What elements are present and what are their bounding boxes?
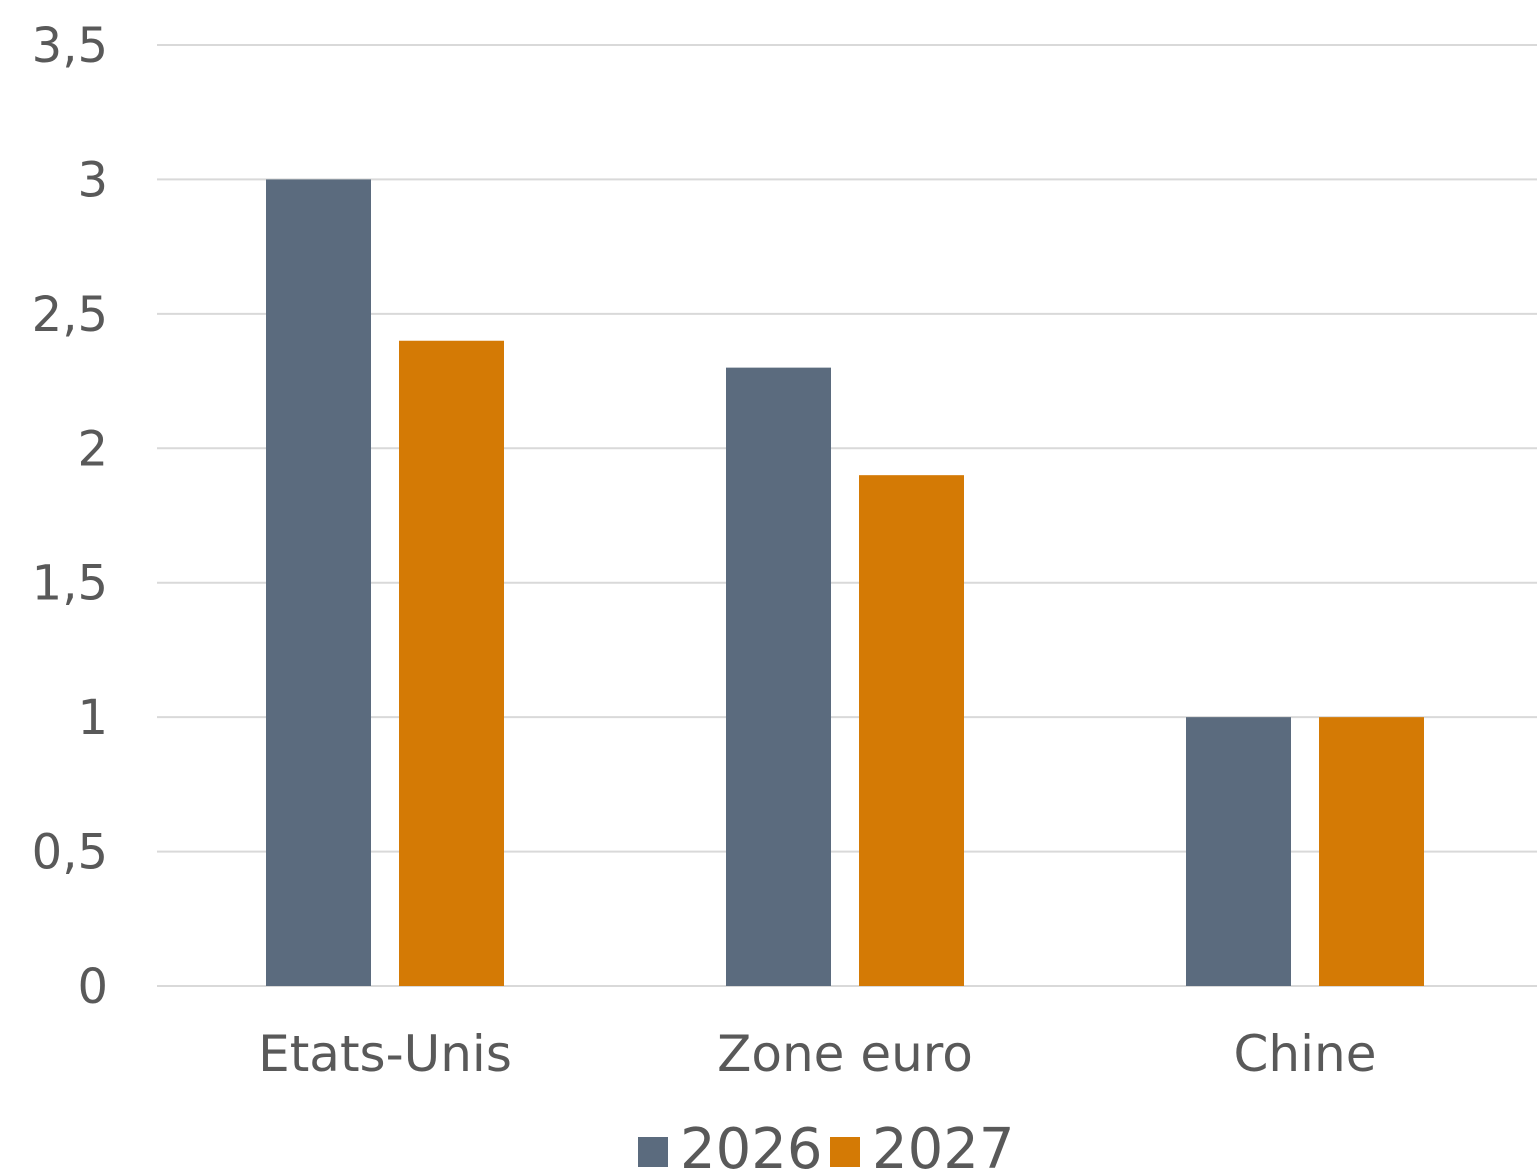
y-tick-label: 1 — [77, 690, 108, 746]
legend-label-2026: 2026 — [680, 1117, 823, 1174]
y-tick-label: 2,5 — [32, 287, 108, 343]
bar-2026-etats-unis — [266, 179, 371, 986]
y-tick-label: 0 — [77, 959, 108, 1015]
legend-swatch-2027 — [830, 1137, 860, 1167]
bar-2026-zone-euro — [726, 367, 831, 987]
x-axis-category-labels: Etats-Unis Zone euro Chine — [258, 1025, 1376, 1083]
bars — [266, 179, 1424, 987]
y-tick-label: 1,5 — [32, 556, 108, 612]
y-tick-label: 3 — [77, 152, 108, 208]
y-tick-label: 2 — [77, 421, 108, 477]
legend: 2026 2027 — [638, 1117, 1015, 1174]
bar-2027-etats-unis — [399, 340, 504, 986]
x-category-label: Chine — [1234, 1025, 1377, 1083]
x-category-label: Etats-Unis — [258, 1025, 512, 1083]
gridlines — [157, 44, 1537, 987]
y-tick-label: 0,5 — [32, 825, 108, 881]
bar-2026-chine — [1186, 717, 1291, 986]
x-category-label: Zone euro — [717, 1025, 973, 1083]
bar-2027-chine — [1319, 717, 1424, 986]
y-tick-label: 3,5 — [32, 18, 108, 74]
bar-2027-zone-euro — [859, 475, 964, 986]
legend-swatch-2026 — [638, 1137, 668, 1167]
y-axis-tick-labels: 0 0,5 1 1,5 2 2,5 3 3,5 — [32, 18, 108, 1015]
legend-label-2027: 2027 — [872, 1117, 1015, 1174]
